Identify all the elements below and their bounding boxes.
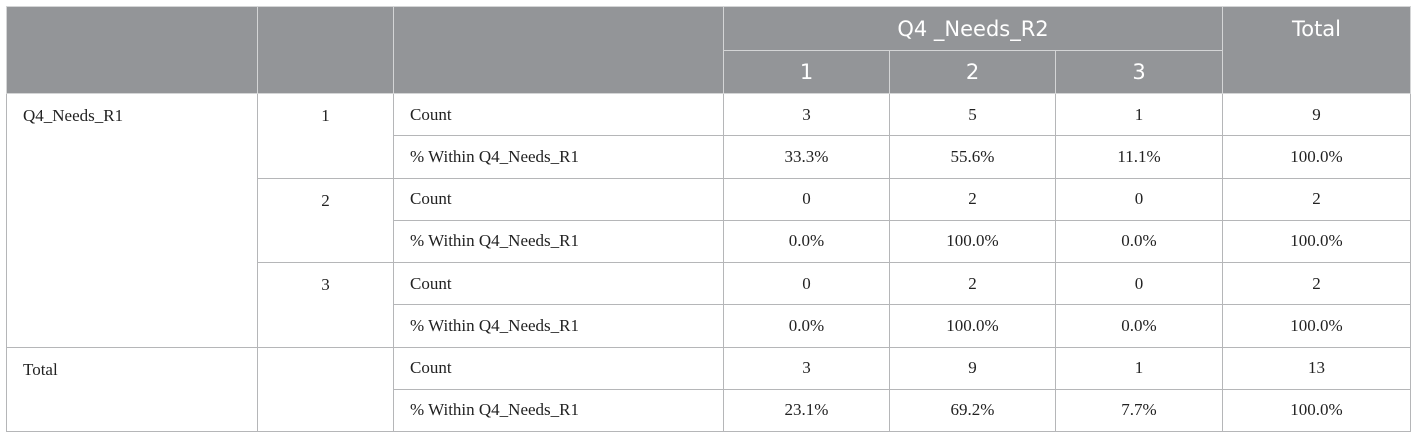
total-column-header: Total [1222, 6, 1411, 94]
table-cell: 2 [889, 261, 1056, 306]
table-cell: 55.6% [889, 135, 1056, 179]
total-row: Total Count 3 9 1 13 [6, 346, 1411, 432]
table-cell: 0.0% [1055, 219, 1223, 264]
total-row-label: Total [6, 346, 258, 432]
table-row: Q4_Needs_R1 1 Count 3 5 1 9 [6, 92, 1411, 348]
statistic-label: Count [393, 177, 724, 221]
header-blank-cell [257, 6, 394, 94]
table-cell: 7.7% [1055, 388, 1223, 433]
table-cell: 3 [723, 346, 890, 390]
statistic-label: Count [393, 92, 724, 137]
table-cell: 0 [723, 261, 890, 306]
table-cell: 2 [889, 177, 1056, 221]
table-cell: 9 [889, 346, 1056, 390]
total-cell: 100.0% [1222, 135, 1411, 179]
total-cell: 100.0% [1222, 219, 1411, 264]
total-cell: 13 [1222, 346, 1411, 390]
header-row-1: Q4 _Needs_R2 Total [6, 6, 1411, 94]
row-level-label: 1 [257, 93, 394, 179]
header-blank-cell [6, 6, 258, 94]
table-cell: 0.0% [723, 219, 890, 264]
row-level-label: 2 [257, 177, 394, 263]
table-cell: 100.0% [889, 219, 1056, 264]
row-level-label: 3 [257, 262, 394, 348]
total-row: % Within Q4_Needs_R1 23.1% 69.2% 7.7% 10… [7, 388, 1411, 433]
column-level-header: 1 [723, 50, 890, 94]
table-cell: 0 [1055, 261, 1223, 306]
statistic-label: % Within Q4_Needs_R1 [393, 219, 724, 264]
statistic-label: Count [393, 346, 724, 390]
total-row-level-blank [257, 346, 394, 432]
table-row: 3 Count 0 2 0 2 [7, 261, 1411, 348]
table-row: % Within Q4_Needs_R1 0.0% 100.0% 0.0% 10… [7, 219, 1411, 264]
statistic-label: % Within Q4_Needs_R1 [393, 304, 724, 348]
table-cell: 23.1% [723, 388, 890, 433]
header-row-2: 1 2 3 [7, 50, 1411, 94]
table-cell: 1 [1055, 346, 1223, 390]
statistic-label: Count [393, 261, 724, 306]
table-cell: 1 [1055, 92, 1223, 137]
statistic-label: % Within Q4_Needs_R1 [393, 135, 724, 179]
table-cell: 69.2% [889, 388, 1056, 433]
table-cell: 0 [723, 177, 890, 221]
table-cell: 11.1% [1055, 135, 1223, 179]
table-cell: 0.0% [1055, 304, 1223, 348]
table-cell: 5 [889, 92, 1056, 137]
table-cell: 33.3% [723, 135, 890, 179]
column-variable-header: Q4 _Needs_R2 [723, 6, 1223, 51]
crosstab-table: Q4 _Needs_R2 Total 1 2 3 Q4_Needs_R1 1 C… [6, 6, 1411, 433]
total-cell: 100.0% [1222, 388, 1411, 433]
header-blank-cell [393, 6, 724, 94]
table-row: % Within Q4_Needs_R1 33.3% 55.6% 11.1% 1… [7, 135, 1411, 179]
total-cell: 2 [1222, 177, 1411, 221]
table-cell: 100.0% [889, 304, 1056, 348]
table-cell: 0.0% [723, 304, 890, 348]
statistic-label: % Within Q4_Needs_R1 [393, 388, 724, 433]
table-row: % Within Q4_Needs_R1 0.0% 100.0% 0.0% 10… [7, 304, 1411, 348]
column-level-header: 3 [1055, 50, 1223, 94]
column-level-header: 2 [889, 50, 1056, 94]
total-cell: 2 [1222, 261, 1411, 306]
total-cell: 100.0% [1222, 304, 1411, 348]
table-cell: 0 [1055, 177, 1223, 221]
total-cell: 9 [1222, 92, 1411, 137]
table-row: 2 Count 0 2 0 2 [7, 177, 1411, 263]
row-variable-label: Q4_Needs_R1 [6, 93, 258, 348]
table-cell: 3 [723, 92, 890, 137]
